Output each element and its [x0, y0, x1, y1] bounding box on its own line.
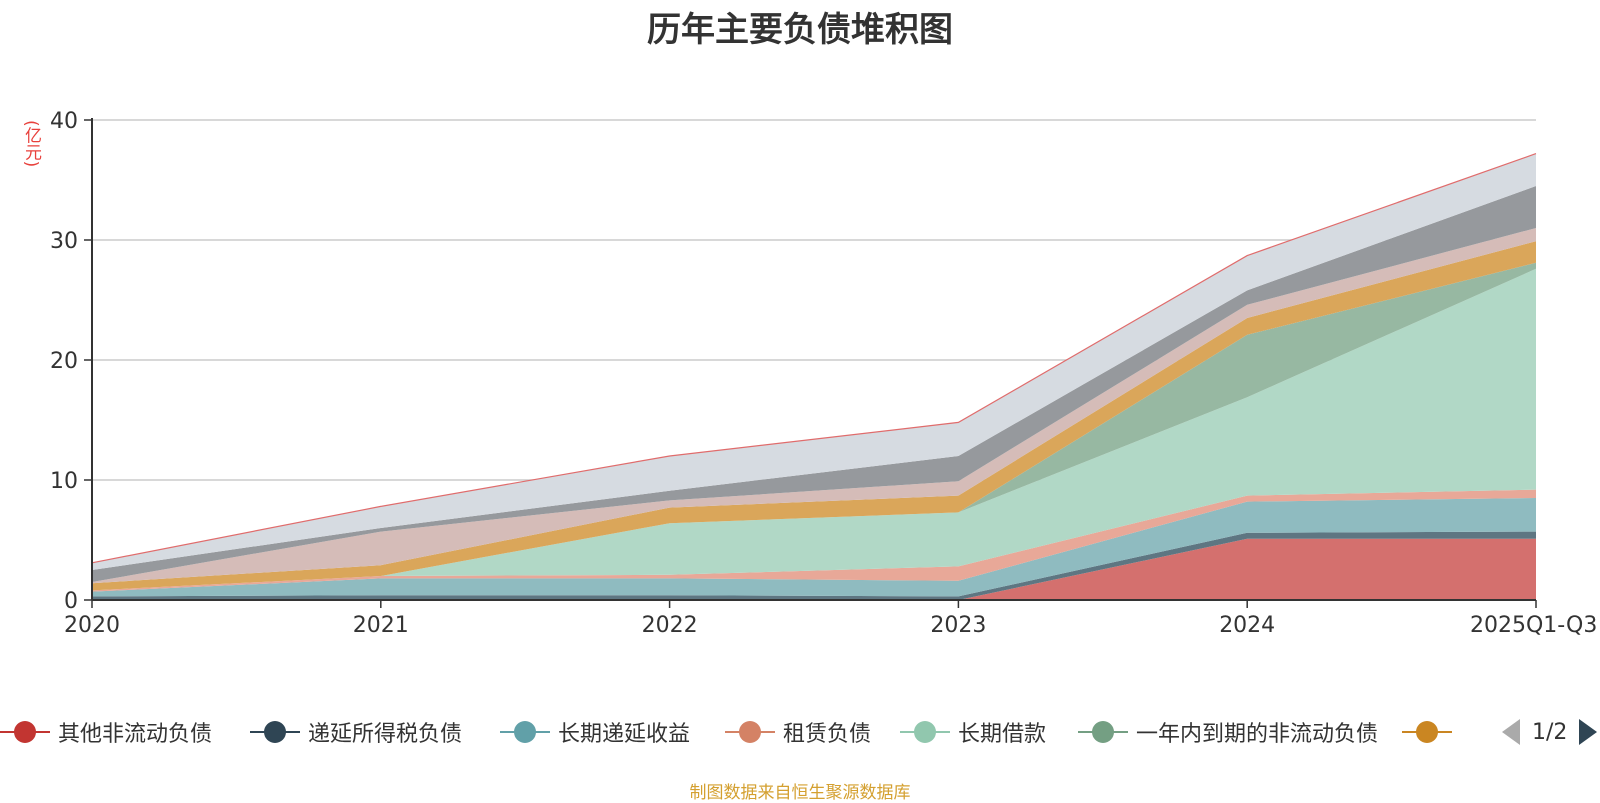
legend-item[interactable]: [1402, 712, 1452, 752]
y-tick-label: 20: [50, 349, 78, 374]
legend-marker-icon: [900, 720, 950, 744]
legend-item[interactable]: 长期递延收益: [500, 712, 690, 752]
stacked-area-chart: 0 10 20 30 40 2020 2021 2022 2023 2024 2025Q1-Q3: [50, 109, 1597, 638]
y-axis-unit-label: (亿元): [21, 120, 41, 168]
x-tick-label: 2024: [1219, 613, 1275, 638]
area-series-3: [92, 489, 1536, 592]
y-tick-label: 10: [50, 469, 78, 494]
legend-marker-icon: [0, 720, 50, 744]
y-tick-label: 40: [50, 109, 78, 134]
legend-marker-icon: [1402, 720, 1452, 744]
legend-marker-icon: [725, 720, 775, 744]
data-source-note: 制图数据来自恒生聚源数据库: [689, 783, 911, 803]
area-series-4: [92, 268, 1536, 591]
legend-marker-icon: [250, 720, 300, 744]
legend-label: 递延所得税负债: [308, 722, 463, 747]
area-series-0: [92, 538, 1536, 600]
prev-page-icon[interactable]: [1500, 717, 1524, 747]
legend-item[interactable]: 租赁负债: [725, 712, 871, 752]
x-tick-label: 2025Q1-Q3: [1470, 613, 1597, 638]
legend-item[interactable]: 其他非流动负债: [0, 712, 212, 752]
chart-legend: 其他非流动负债 递延所得税负债 长期递延收益 租赁负债 长期借款 一年内到期的非流动负债: [0, 712, 1600, 752]
legend-label: 其他非流动负债: [58, 722, 213, 747]
total-outline: [91, 153, 1537, 564]
x-tick-label: 2021: [353, 613, 409, 638]
area-series-1: [92, 531, 1536, 600]
legend-label: 长期借款: [958, 722, 1047, 747]
y-tick-label: 0: [64, 589, 78, 614]
legend-pager: 1/2: [1500, 712, 1599, 752]
chart-title: 历年主要负债堆积图: [647, 10, 953, 50]
legend-label: 长期递延收益: [558, 722, 691, 747]
x-tick-label: 2022: [642, 613, 698, 638]
next-page-icon[interactable]: [1575, 717, 1599, 747]
x-tick-label: 2020: [64, 613, 120, 638]
legend-item[interactable]: 递延所得税负债: [250, 712, 462, 752]
legend-item[interactable]: 长期借款: [900, 712, 1046, 752]
y-tick-label: 30: [50, 229, 78, 254]
x-tick-label: 2023: [930, 613, 986, 638]
legend-label: 租赁负债: [783, 722, 872, 747]
legend-marker-icon: [1078, 720, 1128, 744]
area-series-2: [92, 498, 1536, 597]
legend-item[interactable]: 一年内到期的非流动负债: [1078, 712, 1378, 752]
legend-marker-icon: [500, 720, 550, 744]
legend-page-indicator: 1/2: [1532, 719, 1568, 745]
legend-label: 一年内到期的非流动负债: [1136, 722, 1379, 747]
